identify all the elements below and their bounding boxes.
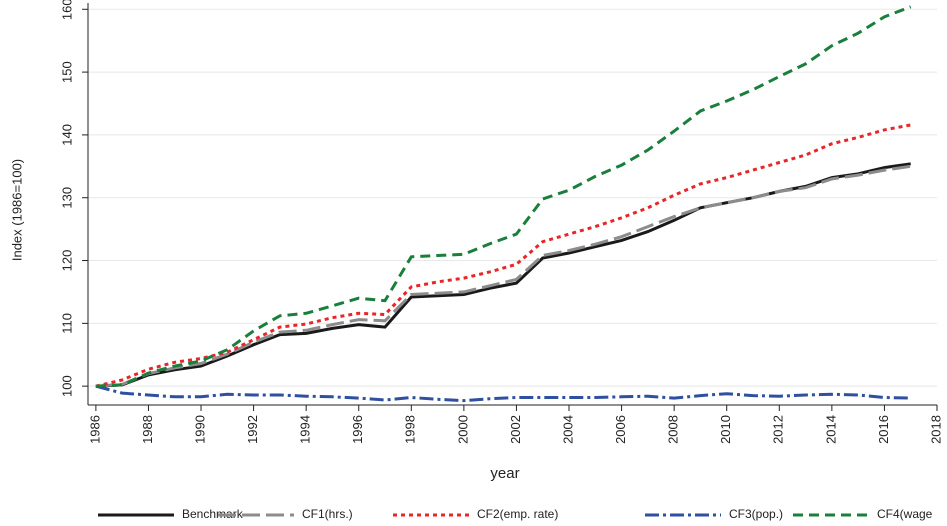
series-line (95, 123, 911, 388)
y-tick-label: 160 (59, 0, 74, 20)
x-tick-label: 2016 (876, 415, 891, 444)
y-tick-label: 140 (59, 124, 74, 146)
x-tick-label: 1988 (140, 415, 155, 444)
x-tick-label: 2004 (560, 415, 575, 444)
y-tick-label: 100 (59, 375, 74, 397)
x-tick-label: 2018 (928, 415, 943, 444)
x-tick-label: 1986 (87, 415, 102, 444)
y-axis-label: Index (1986=100) (9, 159, 24, 261)
x-tick-label: 2006 (613, 415, 628, 444)
x-tick-label: 2000 (455, 415, 470, 444)
legend-label: CF3(pop.) (729, 507, 783, 521)
x-tick-label: 2002 (508, 415, 523, 444)
series-line (95, 5, 912, 388)
x-tick-label: 2008 (666, 415, 681, 444)
x-tick-label: 1994 (298, 415, 313, 444)
y-tick-label: 110 (59, 313, 74, 334)
x-tick-label: 2012 (771, 415, 786, 444)
series-line (95, 164, 911, 388)
legend-label: Benchmark (182, 507, 244, 521)
y-tick-label: 130 (59, 187, 74, 209)
y-tick-label: 120 (59, 250, 74, 272)
y-tick-label: 150 (59, 61, 74, 83)
legend-label: CF1(hrs.) (302, 507, 353, 521)
x-tick-label: 1990 (192, 415, 207, 444)
x-tick-label: 1998 (403, 415, 418, 444)
x-tick-label: 1992 (245, 415, 260, 444)
x-tick-label: 2014 (823, 415, 838, 444)
series-line (95, 384, 911, 403)
legend-label: CF2(emp. rate) (477, 507, 558, 521)
legend-label: CF4(wage (877, 507, 933, 521)
x-tick-label: 1996 (350, 415, 365, 444)
x-axis-label: year (490, 465, 519, 482)
x-tick-label: 2010 (718, 415, 733, 444)
